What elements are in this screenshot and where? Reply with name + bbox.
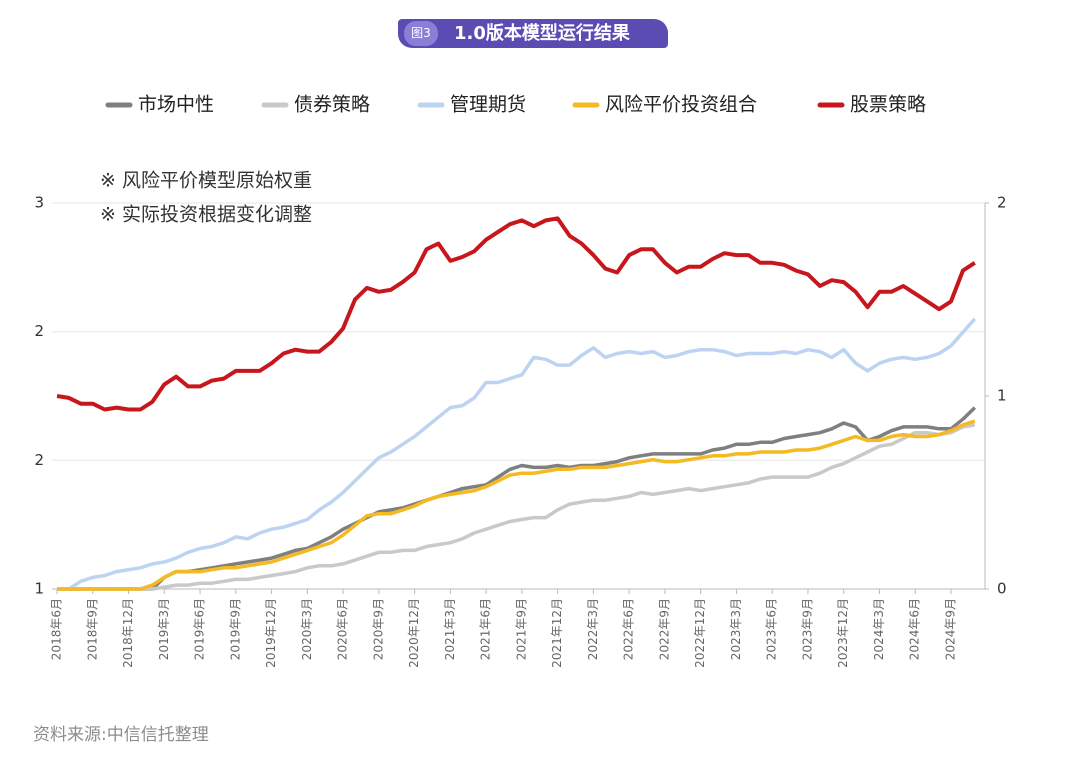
- x-tick-label: 2023年12月: [836, 598, 850, 668]
- x-tick-label: 2024年9月: [944, 598, 958, 660]
- x-tick-label: 2020年12月: [407, 598, 421, 668]
- x-tick-label: 2019年9月: [228, 598, 242, 660]
- x-tick-label: 2023年9月: [800, 598, 814, 660]
- source-note: 资料来源:中信信托整理: [33, 725, 209, 745]
- x-tick-label: 2024年6月: [908, 598, 922, 660]
- annotation: ※ 实际投资根据变化调整: [100, 204, 312, 226]
- chart-title: 1.0版本模型运行结果: [454, 23, 630, 44]
- x-tick-label: 2019年3月: [157, 598, 171, 660]
- x-tick-label: 2023年3月: [729, 598, 743, 660]
- x-tick-label: 2022年12月: [693, 598, 707, 668]
- x-tick-label: 2020年6月: [336, 598, 350, 660]
- y-tick-label: 2: [34, 451, 44, 469]
- x-tick-label: 2018年9月: [85, 598, 99, 660]
- x-tick-label: 2021年6月: [479, 598, 493, 660]
- series-line: [57, 419, 976, 591]
- y2-tick-label: 2: [997, 194, 1007, 212]
- series-line: [57, 406, 977, 591]
- x-tick-label: 2021年12月: [550, 598, 564, 668]
- x-tick-label: 2021年3月: [443, 598, 457, 660]
- x-tick-label: 2022年9月: [657, 598, 671, 660]
- x-tick-label: 2020年9月: [371, 598, 385, 660]
- series-line: [56, 216, 976, 412]
- legend-label: 市场中性: [138, 94, 214, 116]
- x-tick-label: 2024年3月: [872, 598, 886, 660]
- x-tick-label: 2018年12月: [121, 598, 135, 668]
- x-tick-label: 2021年9月: [514, 598, 528, 660]
- y2-tick-label: 1: [997, 387, 1007, 405]
- x-tick-label: 2019年12月: [264, 598, 278, 668]
- y2-tick-label: 0: [997, 580, 1007, 598]
- y-tick-label: 1: [34, 580, 44, 598]
- figure-number: 图3: [404, 21, 438, 46]
- series-line: [57, 317, 977, 591]
- x-tick-label: 2022年3月: [586, 598, 600, 660]
- legend-label: 管理期货: [450, 94, 526, 116]
- series-line: [57, 423, 976, 591]
- legend-label: 股票策略: [850, 94, 926, 116]
- x-tick-label: 2022年6月: [622, 598, 636, 660]
- x-tick-label: 2019年6月: [193, 598, 207, 660]
- x-tick-label: 2020年3月: [300, 598, 314, 660]
- x-tick-label: 2018年6月: [50, 598, 64, 660]
- title-badge: 图3 1.0版本模型运行结果: [398, 19, 668, 48]
- legend-label: 债券策略: [294, 94, 370, 116]
- legend-label: 风险平价投资组合: [605, 94, 757, 116]
- y-tick-label: 2: [34, 322, 44, 340]
- annotation: ※ 风险平价模型原始权重: [100, 170, 312, 192]
- x-tick-label: 2023年6月: [765, 598, 779, 660]
- chart: ※ 风险平价模型原始权重 ※ 实际投资根据变化调整 1 2 2 3 0 1 2 2018年6月…: [34, 94, 1007, 668]
- y-tick-label: 3: [34, 194, 44, 212]
